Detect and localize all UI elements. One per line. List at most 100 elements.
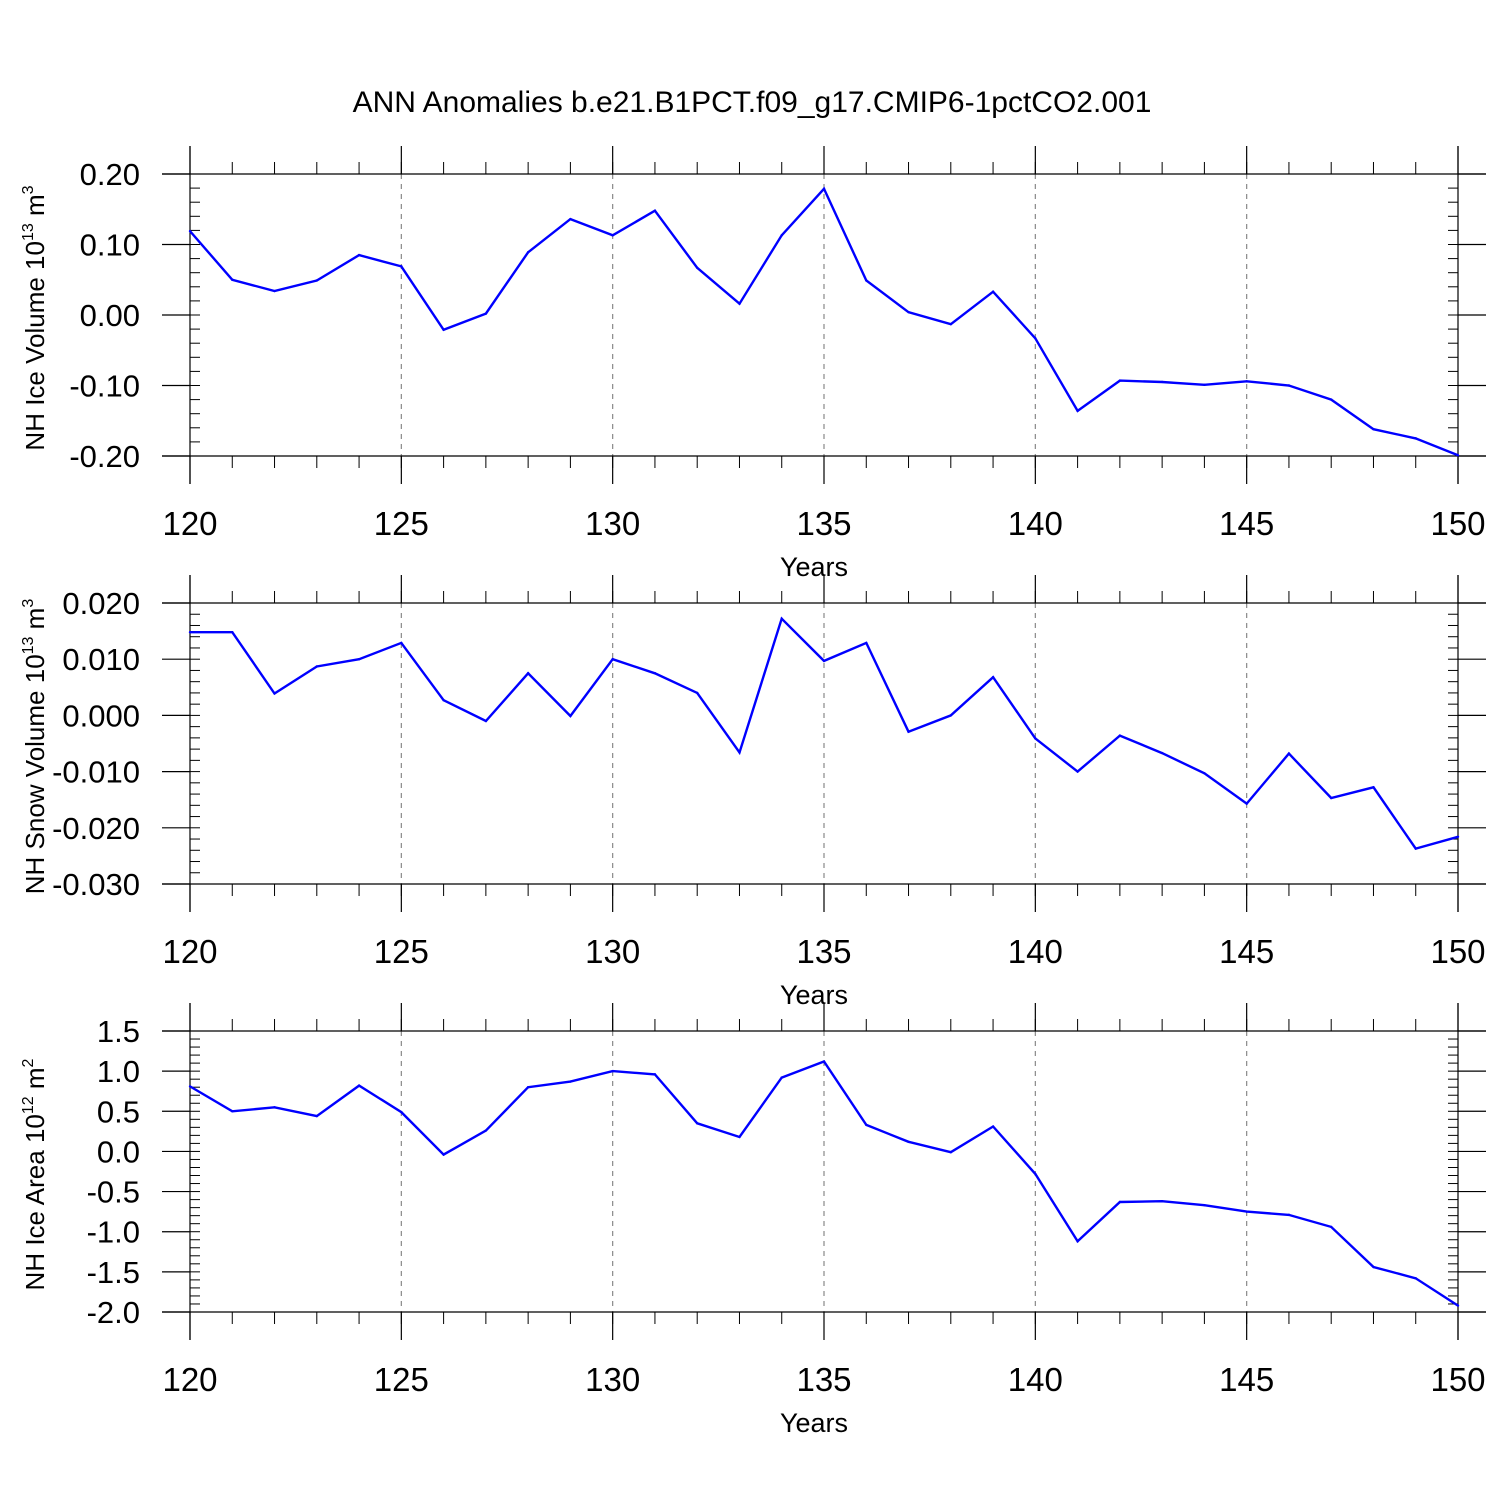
x-tick-label: 125 [374, 505, 429, 542]
data-point [907, 310, 910, 314]
x-tick-label: 150 [1430, 505, 1485, 542]
y-tick-label: -0.5 [87, 1175, 140, 1210]
x-tick-label: 120 [162, 505, 217, 542]
data-point [696, 691, 699, 695]
y-tick-label: 0.00 [80, 298, 140, 333]
data-point [1372, 1265, 1375, 1269]
data-point [484, 312, 488, 315]
data-point [949, 1151, 952, 1154]
y-tick-label: 0.5 [97, 1094, 140, 1129]
data-point [1456, 835, 1460, 838]
data-point [315, 665, 318, 668]
data-point [991, 290, 995, 293]
data-point [1118, 734, 1122, 737]
data-point [1076, 409, 1079, 413]
y-tick-label: 1.5 [97, 1014, 140, 1049]
y-tick-label: 0.020 [62, 586, 140, 621]
data-point [653, 1073, 657, 1076]
panel-ice-area: -2.0 -1.5 -1.0 -0.5 0.0 0.5 1.0 1.5 120 125 130 135… [20, 1003, 1486, 1438]
data-point [696, 1122, 699, 1125]
x-axis-title: Years [780, 980, 848, 1010]
x-tick-label: 140 [1008, 1361, 1063, 1398]
panel-snow-volume: -0.030 -0.020 -0.010 0.000 0.010 0.020 120 125 1… [20, 575, 1486, 1010]
x-tick-label: 145 [1219, 505, 1274, 542]
data-point [1414, 847, 1417, 850]
y-tick-label: -2.0 [87, 1295, 140, 1330]
data-point [1034, 337, 1037, 340]
data-point [1160, 751, 1164, 755]
x-tick-label: 130 [585, 1361, 640, 1398]
y-tick-label: -0.20 [69, 439, 140, 474]
data-point [780, 1076, 783, 1079]
y-tick-label: -0.010 [52, 755, 140, 790]
data-point [484, 719, 488, 723]
data-point [738, 1135, 741, 1139]
data-point [526, 1086, 530, 1089]
data-point [1414, 437, 1417, 440]
x-tick-label: 140 [1008, 933, 1063, 970]
data-point [611, 658, 614, 661]
data-point [1160, 380, 1164, 384]
data-point [315, 279, 318, 282]
data-point [822, 659, 826, 663]
y-axis-title: NH Ice Area 1012 m2 [20, 1058, 50, 1290]
data-point [1160, 1200, 1164, 1203]
data-point [188, 1085, 192, 1088]
data-point [653, 672, 657, 675]
y-axis-title: NH Ice Volume 1013 m3 [20, 185, 50, 450]
data-point [738, 751, 741, 754]
data-point [569, 217, 572, 221]
x-tick-label: 145 [1219, 933, 1274, 970]
x-tick-label: 145 [1219, 1361, 1274, 1398]
data-point [273, 692, 276, 695]
data-point [273, 1106, 276, 1109]
data-point [1372, 786, 1375, 789]
data-point [442, 699, 445, 702]
data-point [865, 279, 868, 282]
data-point [526, 251, 530, 254]
data-point [822, 1060, 826, 1063]
data-point [357, 1084, 361, 1087]
data-point [442, 1153, 445, 1156]
y-tick-label: -1.0 [87, 1215, 140, 1250]
data-point [1118, 379, 1122, 382]
data-point [231, 278, 234, 281]
data-point [1330, 1225, 1333, 1229]
x-tick-label: 150 [1430, 933, 1485, 970]
data-point [1456, 454, 1460, 457]
data-point [653, 209, 657, 212]
data-point [865, 1123, 868, 1127]
data-point [1287, 1213, 1291, 1217]
x-axis-title: Years [780, 1408, 848, 1438]
data-point [907, 730, 910, 733]
data-point [1203, 383, 1206, 386]
data-point [1414, 1277, 1417, 1280]
data-point [1118, 1200, 1122, 1204]
x-tick-label: 125 [374, 933, 429, 970]
data-point [1456, 1304, 1460, 1307]
data-point [231, 1110, 234, 1113]
data-point [949, 322, 952, 326]
y-tick-label: -0.030 [52, 867, 140, 902]
data-point [991, 675, 995, 679]
x-tick-label: 130 [585, 933, 640, 970]
data-point [1245, 380, 1248, 383]
x-tick-label: 120 [162, 1361, 217, 1398]
data-point [231, 631, 234, 634]
data-point [1203, 772, 1206, 775]
data-point [357, 658, 361, 661]
data-point [865, 641, 868, 645]
y-tick-label: 0.10 [80, 228, 140, 263]
data-point [400, 641, 403, 645]
data-point [822, 187, 826, 191]
x-tick-label: 135 [796, 1361, 851, 1398]
data-point [1076, 1240, 1079, 1243]
x-tick-label: 135 [796, 933, 851, 970]
data-point [1245, 1210, 1248, 1213]
panel-ice-volume: -0.20 -0.10 0.00 0.10 0.20 120 125 130 135 140 145… [20, 146, 1486, 582]
data-point [315, 1114, 318, 1118]
y-tick-label: 0.0 [97, 1134, 140, 1169]
data-point [1034, 1172, 1037, 1176]
data-point [780, 617, 783, 620]
